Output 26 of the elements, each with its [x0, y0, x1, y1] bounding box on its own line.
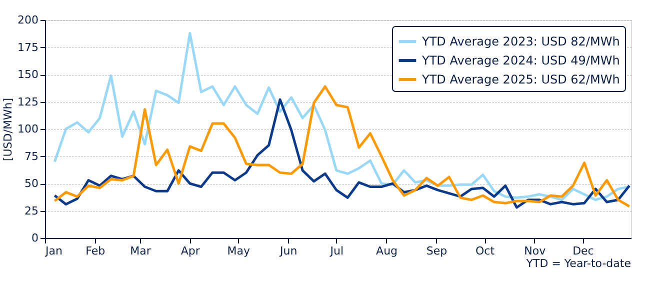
y-tick-label: 125 — [18, 95, 38, 108]
y-axis-title: [USD/MWh] — [2, 98, 15, 162]
x-tick-label: Jun — [279, 244, 298, 258]
legend-label: YTD Average 2023: USD 82/MWh — [421, 34, 620, 48]
y-tick-label: 175 — [18, 40, 38, 54]
x-tick-label: Aug — [376, 244, 398, 258]
y-tick-label: 75 — [24, 150, 38, 163]
x-tick-label: Apr — [180, 244, 200, 258]
x-tick-label: Feb — [86, 244, 106, 258]
x-tick-label: Mar — [130, 244, 152, 258]
y-tick-label: 50 — [24, 177, 38, 190]
legend-label: YTD Average 2024: USD 49/MWh — [421, 54, 620, 68]
x-tick-label: Jan — [44, 244, 62, 258]
legend-label: YTD Average 2025: USD 62/MWh — [421, 72, 620, 86]
x-tick-label: Nov — [524, 244, 546, 258]
x-tick-label: Dec — [572, 244, 594, 258]
x-tick-label: May — [227, 244, 251, 258]
y-tick-label: 100 — [18, 122, 38, 136]
y-tick-label: 25 — [24, 204, 38, 218]
x-tick-label: Jul — [329, 244, 344, 258]
y-tick-label: 150 — [18, 68, 38, 81]
y-tick-label: 200 — [18, 14, 38, 26]
text: YTD = Year-to-date — [525, 257, 632, 270]
x-tick-label: Sep — [426, 244, 448, 258]
y-tick-label: 0 — [32, 232, 38, 244]
x-tick-label: Oct — [475, 244, 496, 258]
